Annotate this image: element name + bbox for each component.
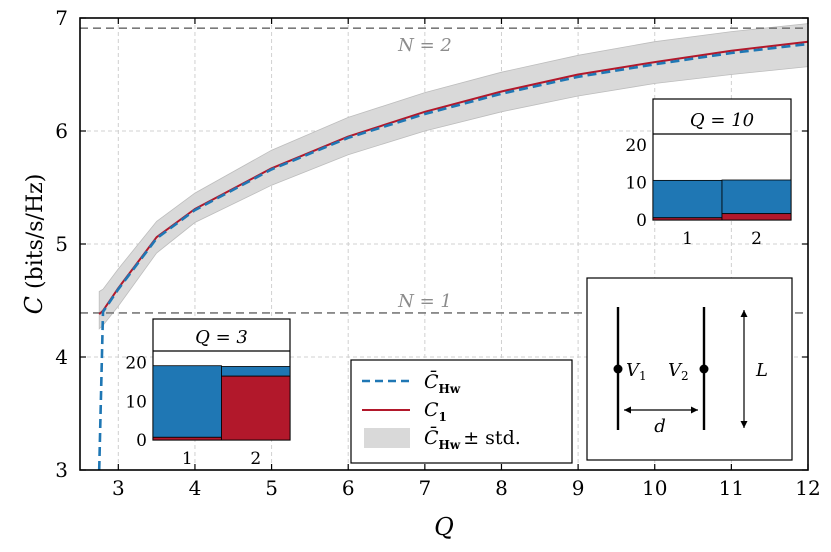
- reference-label: N = 2: [397, 35, 452, 56]
- inset-title: Q = 3: [195, 327, 248, 348]
- y-axis-title: C (bits/s/Hz): [20, 174, 48, 315]
- x-tick-label: 3: [112, 476, 125, 500]
- y-tick-label: 7: [55, 6, 68, 30]
- x-tick-label: 6: [342, 476, 355, 500]
- inset-bar-blue: [152, 365, 222, 438]
- inset-y-tick-label: 0: [136, 431, 147, 451]
- label-l: L: [755, 360, 768, 381]
- label-d: d: [654, 416, 666, 437]
- legend-swatch-band: [364, 428, 410, 448]
- feed-point-2: [699, 364, 709, 374]
- series-lines: [97, 40, 809, 471]
- spacing-arrowhead-right: [691, 406, 698, 414]
- series-line: [97, 42, 809, 471]
- legend: C̄Hw C1 C̄Hw ± std.: [350, 359, 573, 464]
- inset-bar-red: [152, 436, 222, 441]
- legend-label-band: C̄Hw ± std.: [424, 426, 521, 452]
- x-tick-label: 7: [418, 476, 431, 500]
- legend-label-c1: C1: [424, 399, 447, 424]
- feed-point-1: [613, 364, 623, 374]
- x-tick-label: 9: [572, 476, 585, 500]
- y-tick-label: 3: [55, 458, 68, 482]
- inset-bar-blue: [221, 366, 291, 377]
- inset-bar-blue: [721, 179, 792, 215]
- y-tick-label: 5: [55, 232, 68, 256]
- x-axis-title: Q: [434, 513, 454, 541]
- inset-category-label: 1: [182, 449, 193, 469]
- inset-title: Q = 10: [690, 110, 754, 131]
- inset-y-tick-label: 10: [125, 392, 147, 412]
- spacing-arrowhead-left: [624, 406, 631, 414]
- y-axis-title-group: C (bits/s/Hz): [20, 174, 48, 315]
- y-axis-variable: C: [20, 296, 48, 314]
- inset-y-tick-label: 20: [125, 354, 147, 374]
- x-tick-label: 5: [265, 476, 278, 500]
- legend-label-mean: C̄Hw: [424, 370, 461, 396]
- inset-y-tick-label: 20: [625, 136, 647, 156]
- reference-label: N = 1: [397, 291, 452, 312]
- y-axis-unit: (bits/s/Hz): [23, 174, 48, 296]
- x-tick-label: 8: [495, 476, 508, 500]
- inset-category-label: 1: [682, 229, 693, 249]
- inset-bar-red: [721, 213, 792, 221]
- inset-bar-blue: [652, 179, 723, 219]
- inset-bar-red: [221, 375, 291, 441]
- y-tick-label: 6: [55, 119, 68, 143]
- x-tick-label: 12: [795, 476, 820, 500]
- inset-y-tick-label: 10: [625, 174, 647, 194]
- length-arrowhead-bottom: [740, 421, 748, 428]
- inset-bar-red: [652, 217, 723, 221]
- x-tick-label: 10: [642, 476, 667, 500]
- reference-lines: N = 2 N = 1: [80, 27, 808, 314]
- x-tick-label: 4: [189, 476, 202, 500]
- antenna-diagram: V1 V2 d L: [586, 277, 793, 461]
- inset-y-tick-label: 0: [636, 211, 647, 231]
- length-arrowhead-top: [740, 310, 748, 317]
- label-v1: V1: [626, 360, 647, 383]
- x-tick-label: 11: [719, 476, 744, 500]
- inset-category-label: 2: [250, 449, 261, 469]
- y-tick-label: 4: [55, 345, 68, 369]
- label-v2: V2: [668, 360, 689, 383]
- inset-category-label: 2: [751, 229, 762, 249]
